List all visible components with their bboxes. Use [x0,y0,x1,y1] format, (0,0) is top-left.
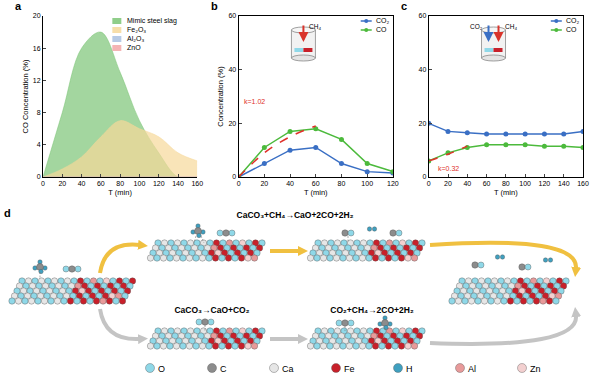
svg-text:80: 80 [338,180,346,187]
svg-text:0: 0 [422,173,426,180]
svg-text:k=0.32: k=0.32 [438,165,459,172]
svg-text:16: 16 [33,45,41,52]
svg-text:Fe₂O₃: Fe₂O₃ [127,26,146,33]
svg-text:CaCO₃→CaO+CO₂: CaCO₃→CaO+CO₂ [174,305,249,315]
svg-text:a: a [15,0,22,12]
svg-text:CaCO₃+CH₄→CaO+2CO+2H₂: CaCO₃+CH₄→CaO+2CO+2H₂ [237,210,354,220]
svg-text:0: 0 [237,180,241,187]
svg-text:160: 160 [191,180,203,187]
svg-text:120: 120 [387,180,399,187]
svg-text:100: 100 [361,180,373,187]
svg-text:CO: CO [566,26,577,33]
svg-text:40: 40 [419,66,427,73]
svg-text:140: 140 [172,180,184,187]
svg-text:140: 140 [558,180,570,187]
svg-text:120: 120 [539,180,551,187]
svg-text:CH₄: CH₄ [505,23,517,30]
svg-text:0: 0 [37,173,41,180]
svg-text:Fe: Fe [344,364,355,374]
svg-text:60: 60 [312,180,320,187]
svg-text:20: 20 [419,120,427,127]
svg-text:0: 0 [427,180,431,187]
svg-text:120: 120 [153,180,165,187]
svg-text:8: 8 [37,109,41,116]
svg-text:20: 20 [58,180,66,187]
svg-text:80: 80 [116,180,124,187]
svg-text:b: b [211,0,218,12]
svg-text:T (min): T (min) [304,188,328,197]
svg-text:12: 12 [33,77,41,84]
svg-text:0: 0 [41,180,45,187]
svg-text:160: 160 [577,180,589,187]
svg-text:20: 20 [33,12,41,19]
svg-text:CO₂: CO₂ [566,17,580,24]
svg-text:CH₄: CH₄ [309,23,321,30]
svg-text:ZnO: ZnO [127,44,141,51]
svg-text:c: c [401,0,407,12]
svg-text:CO Concentration (%): CO Concentration (%) [21,59,30,133]
svg-text:20: 20 [444,180,452,187]
svg-text:CO: CO [376,26,387,33]
svg-text:100: 100 [134,180,146,187]
svg-text:40: 40 [286,180,294,187]
svg-text:T (min): T (min) [494,188,518,197]
svg-text:k=1.02: k=1.02 [244,98,265,105]
svg-text:Zn: Zn [530,364,541,374]
svg-text:80: 80 [502,180,510,187]
svg-text:Al₂O₃: Al₂O₃ [127,35,144,42]
svg-text:Mimic steel slag: Mimic steel slag [127,17,177,25]
svg-text:O: O [158,364,165,374]
svg-text:CO₂: CO₂ [376,17,390,24]
svg-text:T (min): T (min) [108,188,132,197]
svg-text:Concentration (%): Concentration (%) [216,66,225,127]
svg-text:C: C [220,364,227,374]
svg-text:4: 4 [37,141,41,148]
svg-text:20: 20 [260,180,268,187]
svg-text:60: 60 [483,180,491,187]
svg-text:20: 20 [228,120,236,127]
svg-text:Al: Al [468,364,476,374]
svg-text:40: 40 [463,180,471,187]
svg-text:Ca: Ca [282,364,294,374]
svg-text:40: 40 [78,180,86,187]
svg-text:40: 40 [228,66,236,73]
svg-text:60: 60 [97,180,105,187]
svg-text:60: 60 [228,12,236,19]
svg-text:100: 100 [519,180,531,187]
svg-text:CO₂: CO₂ [470,23,483,30]
svg-text:60: 60 [419,12,427,19]
svg-text:0: 0 [232,173,236,180]
svg-text:CO₂+CH₄→2CO+2H₂: CO₂+CH₄→2CO+2H₂ [330,305,414,315]
svg-text:H: H [406,364,413,374]
svg-text:d: d [4,207,11,219]
